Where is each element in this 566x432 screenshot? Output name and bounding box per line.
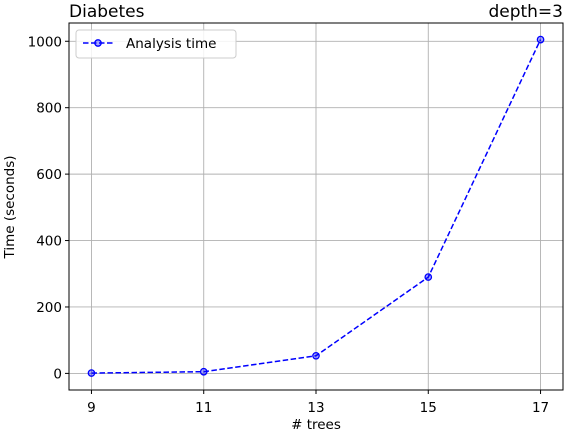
legend-box bbox=[75, 29, 237, 59]
series-line bbox=[91, 39, 542, 374]
data-point bbox=[536, 35, 545, 44]
x-axis: 9 11 13 15 17 bbox=[87, 390, 549, 416]
y-axis: 0 200 400 600 800 1000 bbox=[28, 34, 69, 382]
legend-label: Analysis time bbox=[126, 36, 216, 52]
data-point bbox=[87, 369, 96, 377]
legend: Analysis time bbox=[75, 29, 237, 59]
data-point bbox=[312, 351, 320, 360]
y-tick-label: 400 bbox=[36, 234, 62, 250]
y-tick-label: 0 bbox=[53, 366, 62, 382]
chart-title-right: depth=3 bbox=[488, 2, 563, 22]
legend-marker bbox=[94, 39, 102, 47]
y-axis-label: Time (seconds) bbox=[2, 155, 18, 259]
series-layer bbox=[87, 35, 545, 377]
x-tick-label: 15 bbox=[420, 400, 437, 416]
y-tick-label: 1000 bbox=[28, 34, 62, 50]
y-tick-label: 800 bbox=[36, 101, 62, 117]
y-tick-label: 600 bbox=[36, 167, 62, 183]
x-tick-label: 17 bbox=[532, 400, 549, 416]
x-tick-label: 11 bbox=[195, 400, 212, 416]
chart-title-left: Diabetes bbox=[69, 2, 145, 22]
data-point bbox=[424, 273, 433, 281]
data-point bbox=[199, 367, 208, 376]
x-tick-label: 9 bbox=[87, 400, 96, 416]
x-axis-label: # trees bbox=[291, 417, 341, 432]
x-tick-label: 13 bbox=[307, 400, 324, 416]
grid-lines bbox=[69, 23, 563, 390]
y-tick-label: 200 bbox=[36, 300, 62, 316]
